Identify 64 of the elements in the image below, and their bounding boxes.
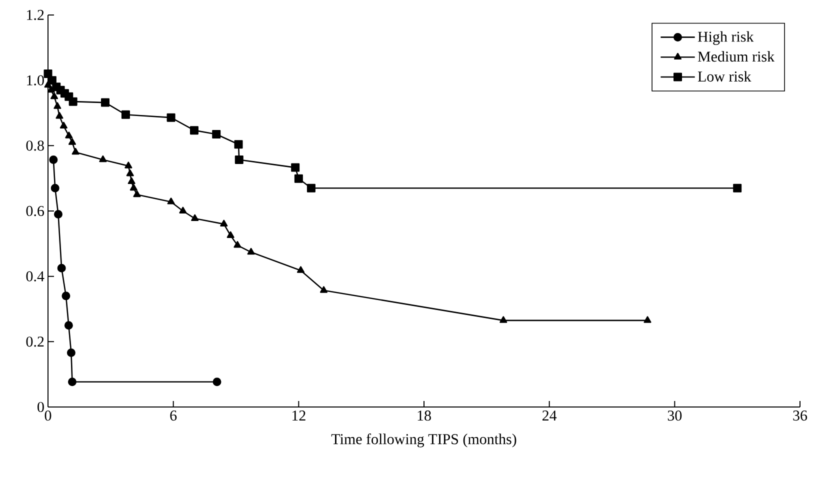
point bbox=[167, 198, 175, 204]
point bbox=[190, 126, 198, 135]
point bbox=[291, 163, 300, 172]
point bbox=[130, 184, 138, 191]
x-tick-label: 18 bbox=[418, 410, 431, 421]
y-tick-label: 0.4 bbox=[26, 271, 44, 282]
point bbox=[320, 286, 328, 293]
point bbox=[212, 378, 222, 386]
y-tick-label: 0.8 bbox=[26, 140, 44, 151]
point bbox=[133, 190, 141, 198]
point bbox=[191, 214, 199, 221]
point bbox=[64, 321, 73, 330]
point bbox=[50, 92, 58, 100]
y-tick-label: 1.2 bbox=[27, 10, 44, 20]
point bbox=[50, 184, 60, 192]
point bbox=[56, 112, 64, 119]
point bbox=[72, 148, 80, 155]
point bbox=[66, 348, 76, 358]
point bbox=[54, 102, 62, 109]
y-tick-label: 0 bbox=[38, 402, 44, 412]
point bbox=[644, 316, 652, 323]
point bbox=[121, 110, 130, 119]
point bbox=[124, 162, 132, 168]
x-axis-title: Time following TIPS (months) bbox=[331, 434, 516, 448]
point bbox=[226, 231, 234, 238]
point bbox=[212, 130, 221, 138]
x-tick-label: 0 bbox=[44, 410, 52, 421]
point bbox=[48, 76, 56, 85]
point bbox=[296, 266, 305, 273]
point bbox=[733, 184, 742, 192]
point bbox=[294, 174, 303, 183]
point bbox=[220, 220, 228, 227]
point bbox=[57, 264, 66, 272]
point bbox=[65, 132, 73, 138]
point bbox=[60, 122, 68, 129]
point bbox=[68, 378, 76, 386]
point bbox=[247, 248, 255, 255]
point bbox=[234, 140, 243, 149]
point bbox=[234, 241, 242, 248]
point bbox=[128, 177, 136, 184]
point bbox=[179, 206, 187, 214]
point bbox=[100, 98, 110, 107]
y-tick-label: 0.2 bbox=[26, 336, 44, 347]
x-tick-label: 36 bbox=[793, 410, 808, 421]
point bbox=[62, 292, 70, 300]
point bbox=[306, 184, 316, 192]
legend-label: Medium risk bbox=[698, 51, 775, 62]
y-tick-label: 1.0 bbox=[27, 75, 44, 86]
point bbox=[68, 97, 78, 106]
point bbox=[500, 316, 508, 323]
point bbox=[49, 155, 58, 164]
point bbox=[99, 155, 107, 162]
point bbox=[166, 113, 176, 122]
legend-label: Low risk bbox=[698, 71, 752, 82]
x-tick-label: 30 bbox=[668, 410, 682, 421]
point bbox=[126, 170, 134, 176]
y-tick-label: 0.6 bbox=[26, 206, 44, 216]
point bbox=[54, 210, 62, 219]
legend-label: High risk bbox=[698, 31, 754, 45]
point bbox=[234, 155, 244, 164]
x-tick-label: 12 bbox=[292, 410, 306, 420]
point bbox=[68, 138, 76, 145]
x-tick-label: 24 bbox=[542, 410, 557, 420]
x-tick-label: 6 bbox=[170, 410, 177, 421]
